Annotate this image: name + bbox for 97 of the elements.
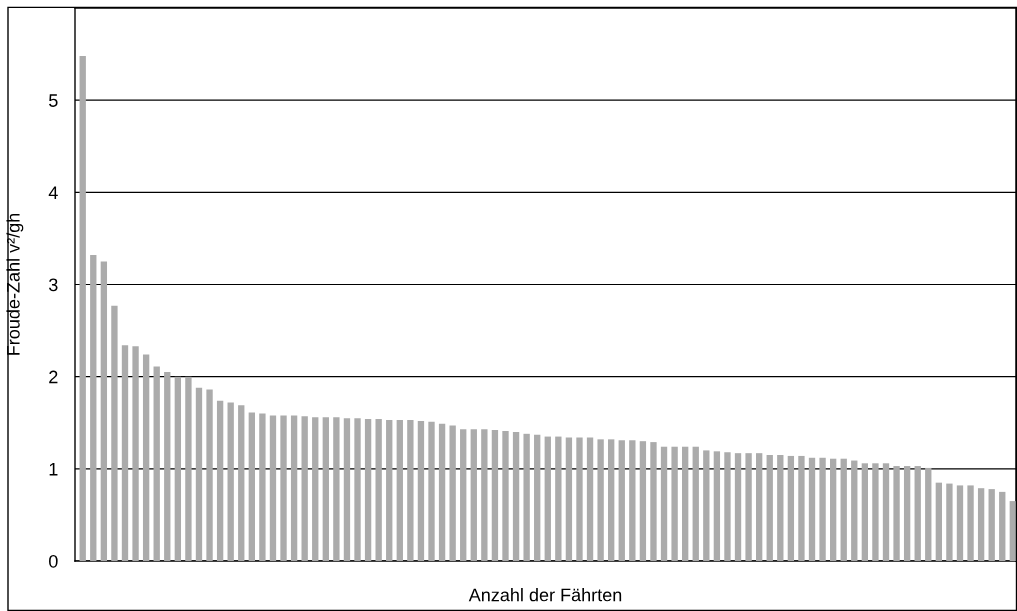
bar xyxy=(682,446,689,561)
bar xyxy=(555,436,562,561)
bar xyxy=(111,305,118,561)
bar xyxy=(872,463,879,561)
bar xyxy=(639,441,647,561)
bar xyxy=(343,418,351,561)
bar xyxy=(925,467,932,561)
bar xyxy=(449,425,456,561)
bar xyxy=(90,255,97,561)
bar xyxy=(132,346,139,561)
bar xyxy=(523,433,530,561)
bar xyxy=(417,420,425,561)
y-tick-label: 5 xyxy=(49,94,58,107)
bar xyxy=(576,437,583,561)
bar xyxy=(745,453,752,561)
bar xyxy=(153,366,160,561)
bar xyxy=(724,452,731,561)
bar xyxy=(946,483,953,561)
bar xyxy=(618,440,625,561)
bar xyxy=(121,345,129,561)
bar xyxy=(428,421,435,561)
bar xyxy=(671,446,678,561)
bar xyxy=(914,466,921,561)
bar xyxy=(290,415,298,561)
bar xyxy=(777,455,784,561)
bar xyxy=(967,485,974,561)
bar xyxy=(185,376,192,561)
bar xyxy=(660,446,668,561)
y-tick-label: 4 xyxy=(48,186,58,199)
bar xyxy=(195,387,203,561)
bar xyxy=(396,419,403,561)
bar xyxy=(829,458,837,561)
bar xyxy=(1009,501,1016,561)
bar xyxy=(650,442,657,561)
bar xyxy=(544,436,551,561)
y-tick-label: 1 xyxy=(49,462,58,476)
bar xyxy=(354,418,361,561)
bar xyxy=(322,417,329,561)
bar xyxy=(692,446,699,561)
bar xyxy=(755,453,763,561)
bar xyxy=(79,55,86,561)
y-tick-label: 3 xyxy=(48,278,58,292)
bar xyxy=(512,431,520,561)
bar xyxy=(734,453,742,561)
bar xyxy=(851,460,858,561)
bar xyxy=(882,463,890,561)
bar xyxy=(586,437,594,561)
bar xyxy=(460,429,467,561)
bar xyxy=(565,437,573,561)
bar xyxy=(206,389,213,561)
bar xyxy=(861,463,869,561)
bar xyxy=(819,457,826,561)
bar xyxy=(808,457,816,561)
bar xyxy=(280,415,287,561)
bar xyxy=(597,439,604,561)
y-tick-label: 0 xyxy=(49,554,58,568)
bar xyxy=(534,434,541,561)
bar xyxy=(608,439,615,561)
bar xyxy=(259,413,266,561)
bar xyxy=(903,466,911,561)
bar xyxy=(301,416,308,561)
bar xyxy=(312,417,319,561)
bar xyxy=(999,491,1006,561)
bar xyxy=(174,376,182,561)
bar xyxy=(238,405,245,561)
bar xyxy=(407,419,414,561)
bar xyxy=(470,429,477,561)
bar xyxy=(787,455,795,561)
bar xyxy=(142,354,150,561)
bar xyxy=(713,451,721,561)
bar xyxy=(375,419,382,561)
bar xyxy=(269,415,277,561)
bar xyxy=(386,419,393,561)
bar xyxy=(977,488,985,561)
bar xyxy=(703,450,710,561)
bar xyxy=(629,440,636,561)
bar xyxy=(893,466,900,561)
bar xyxy=(935,482,943,561)
bar xyxy=(491,430,499,561)
bar xyxy=(100,261,108,561)
bar xyxy=(956,485,964,561)
bar xyxy=(164,372,171,561)
x-axis-title: Anzahl der Fährten xyxy=(468,588,622,602)
bar xyxy=(333,417,340,561)
y-tick-label: 2 xyxy=(49,370,58,384)
y-axis-title: Froude-Zahl v²/gh xyxy=(6,213,24,355)
bar xyxy=(364,419,372,561)
bar xyxy=(248,412,255,561)
bar xyxy=(798,455,805,561)
bar xyxy=(502,431,509,561)
bar xyxy=(216,400,224,561)
bar xyxy=(481,429,488,561)
bar xyxy=(227,402,234,561)
bar xyxy=(766,455,773,561)
bar xyxy=(988,489,995,561)
bar xyxy=(438,423,446,561)
bar xyxy=(840,458,847,561)
